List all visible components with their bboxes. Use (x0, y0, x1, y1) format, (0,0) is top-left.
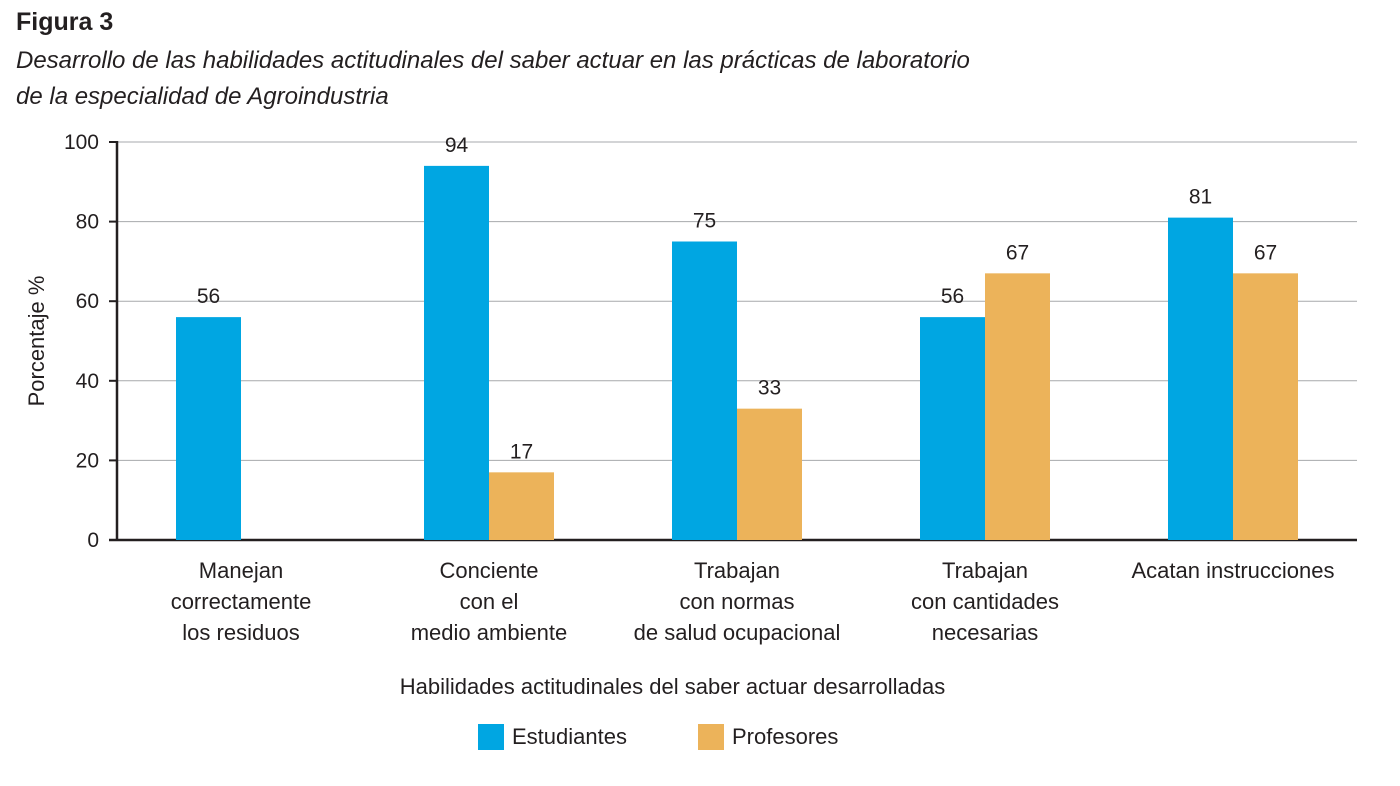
legend-item-estudiantes: Estudiantes (478, 724, 627, 750)
bar-profesores (737, 408, 802, 540)
bar-profesores (985, 273, 1050, 540)
x-tick-label: con normas (680, 589, 795, 614)
y-tick-label: 100 (64, 131, 99, 154)
figure-label: Figura 3 (16, 8, 114, 36)
data-label: 17 (510, 440, 533, 463)
x-tick-label: con el (460, 589, 519, 614)
figure-title: Desarrollo de las habilidades actitudina… (16, 43, 1116, 115)
bar-estudiantes (424, 165, 489, 540)
legend-swatch-estudiantes (478, 724, 504, 750)
x-tick-label: Trabajan (694, 558, 780, 583)
x-tick-label: Acatan instrucciones (1132, 558, 1335, 583)
legend-item-profesores: Profesores (698, 724, 838, 750)
data-label: 56 (941, 285, 964, 308)
legend-label-profesores: Profesores (732, 724, 839, 749)
data-label: 81 (1189, 186, 1212, 209)
y-tick-label: 40 (76, 370, 99, 393)
data-label: 56 (197, 285, 220, 308)
x-tick-label: medio ambiente (411, 620, 568, 645)
data-label: 94 (445, 134, 469, 157)
legend-swatch-profesores (698, 724, 724, 750)
data-label: 67 (1006, 241, 1029, 264)
x-tick-label: correctamente (171, 589, 312, 614)
bar-profesores (1233, 273, 1298, 540)
data-label: 33 (758, 377, 781, 400)
x-tick-label: Manejan (199, 558, 283, 583)
x-tick-label: necesarias (932, 620, 1038, 645)
x-tick-label: Conciente (439, 558, 538, 583)
bar-estudiantes (672, 241, 737, 540)
x-axis-title: Habilidades actitudinales del saber actu… (399, 674, 946, 699)
y-tick-label: 60 (76, 290, 99, 313)
x-tick-label: con cantidades (911, 589, 1059, 614)
data-label: 67 (1254, 241, 1277, 264)
y-tick-label: 20 (76, 449, 99, 472)
bar-estudiantes (920, 317, 985, 540)
bar-estudiantes (1168, 217, 1233, 540)
x-tick-label: de salud ocupacional (634, 620, 841, 645)
y-tick-label: 80 (76, 211, 99, 234)
y-axis-title: Porcentaje % (24, 276, 49, 407)
bar-profesores (489, 472, 554, 540)
x-tick-label: Trabajan (942, 558, 1028, 583)
x-tick-label: los residuos (182, 620, 299, 645)
y-tick-label: 0 (87, 529, 99, 552)
data-label: 75 (693, 210, 716, 233)
figure-title-line-1: Desarrollo de las habilidades actitudina… (16, 47, 970, 74)
figure-title-line-2: de la especialidad de Agroindustria (16, 83, 389, 110)
legend-label-estudiantes: Estudiantes (512, 724, 627, 749)
bar-estudiantes (176, 317, 241, 540)
